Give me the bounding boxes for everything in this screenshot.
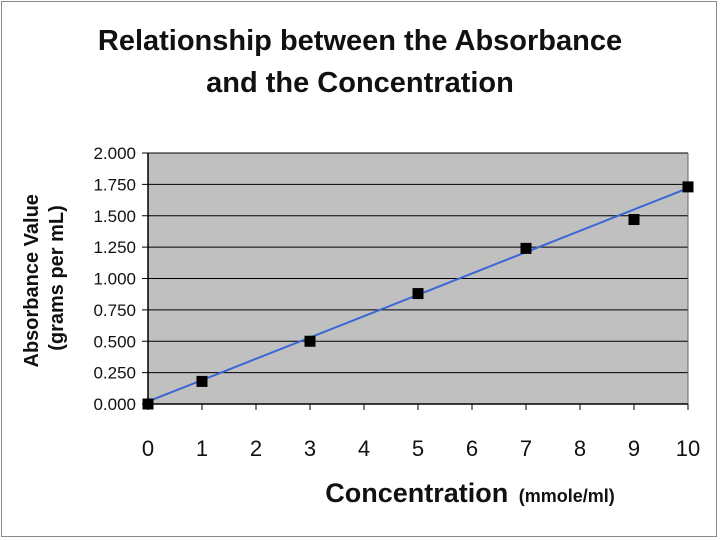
data-point <box>412 288 424 300</box>
data-point <box>304 335 316 347</box>
x-tick-label: 7 <box>520 436 532 461</box>
data-point <box>628 214 640 226</box>
data-point <box>682 181 694 193</box>
y-tick-label: 1.750 <box>93 175 136 194</box>
x-axis-label: Concentration (mmole/ml) <box>325 478 614 508</box>
x-tick-labels: 0 1 2 3 4 5 6 7 8 9 10 <box>142 436 700 461</box>
chart-title: Relationship between the Absorbance and … <box>0 20 720 104</box>
x-tick-label: 2 <box>250 436 262 461</box>
data-point <box>142 398 154 410</box>
y-axis-label-line1: Absorbance Value <box>21 194 43 367</box>
y-axis-label: Absorbance Value (grams per mL) <box>21 189 68 368</box>
data-point <box>196 375 208 387</box>
x-tick-label: 5 <box>412 436 424 461</box>
x-axis-label-unit: (mmole/ml) <box>519 486 615 506</box>
x-tick-label: 10 <box>676 436 700 461</box>
y-tick-labels: 0.000 0.250 0.500 0.750 1.000 1.250 1.500 1.750… <box>93 144 136 414</box>
y-tick-label: 2.000 <box>93 144 136 163</box>
y-tick-label: 0.000 <box>93 395 136 414</box>
x-tick-label: 1 <box>196 436 208 461</box>
y-tick-label: 1.500 <box>93 207 136 226</box>
x-axis-label-main: Concentration <box>325 478 508 508</box>
data-point <box>520 242 532 254</box>
y-tick-label: 0.500 <box>93 332 136 351</box>
y-tick-label: 0.250 <box>93 364 136 383</box>
x-tick-label: 4 <box>358 436 370 461</box>
chart-title-line2: and the Concentration <box>206 67 514 99</box>
x-tick-label: 9 <box>628 436 640 461</box>
chart-title-line1: Relationship between the Absorbance <box>97 25 623 57</box>
x-tick-label: 0 <box>142 436 154 461</box>
y-tick-label: 0.750 <box>93 301 136 320</box>
data-points <box>142 181 694 410</box>
y-tick-label: 1.250 <box>93 238 136 257</box>
x-tick-label: 8 <box>574 436 586 461</box>
x-tick-label: 3 <box>304 436 316 461</box>
y-axis-label-line2: (grams per mL) <box>46 205 68 351</box>
x-tick-label: 6 <box>466 436 478 461</box>
y-tick-label: 1.000 <box>93 270 136 289</box>
axes <box>147 153 689 410</box>
